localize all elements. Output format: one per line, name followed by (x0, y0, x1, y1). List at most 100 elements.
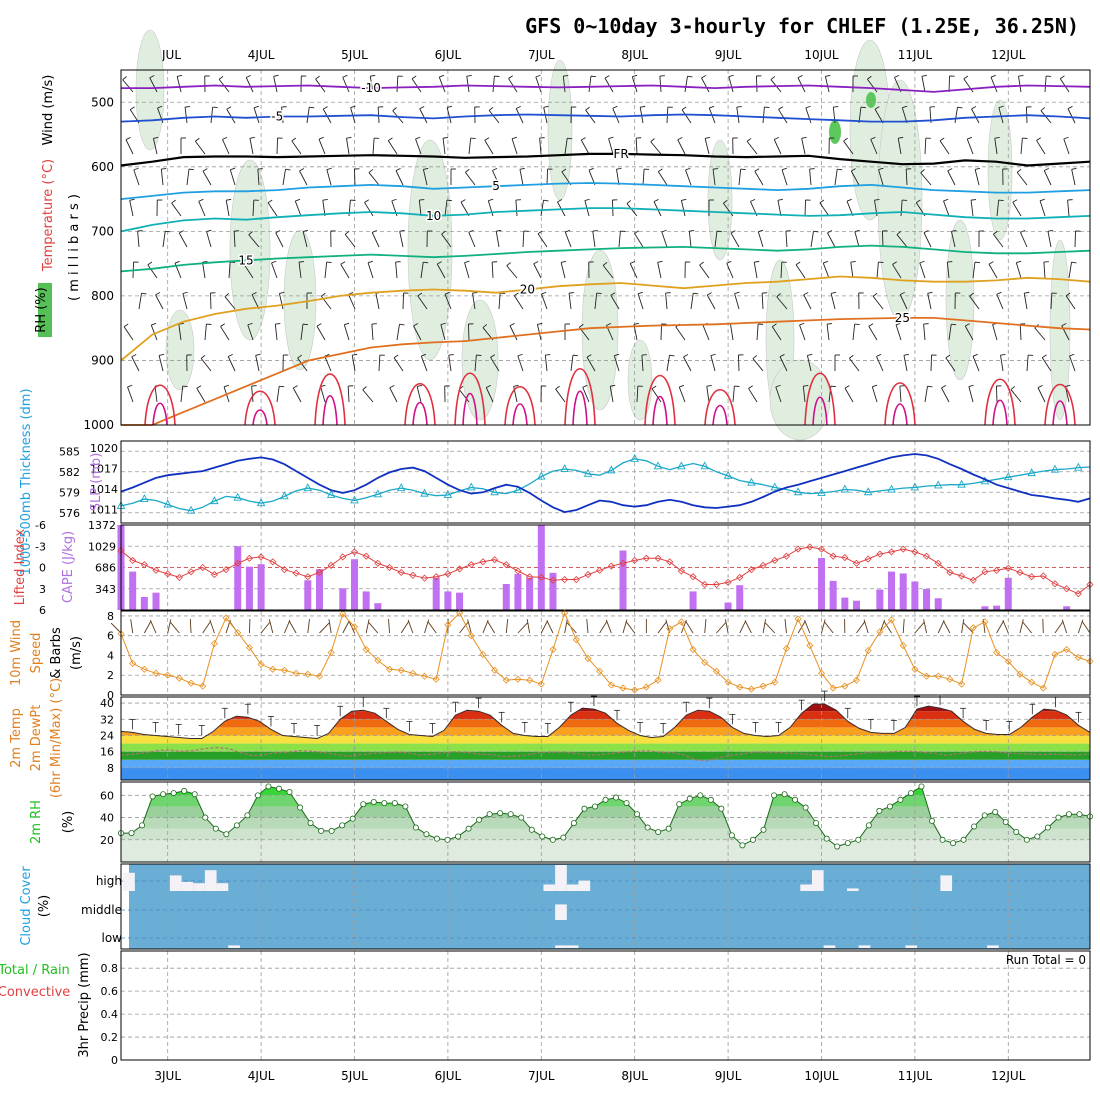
wind-barb (736, 107, 740, 124)
wind-barb-flag (196, 385, 202, 389)
wind-barb-flag (633, 322, 639, 325)
y-tick-label-right: 1029 (88, 540, 116, 553)
wind-barb (830, 293, 836, 310)
wind-barb (826, 324, 830, 341)
wind-barb (954, 107, 958, 124)
wind-barb (184, 107, 188, 124)
wind-barb (294, 200, 302, 217)
wind-barb-flag (472, 291, 478, 294)
wind-barb (396, 324, 400, 341)
wind-barb-flag (273, 74, 279, 77)
wind-barb-flag (291, 137, 297, 142)
wind-barb-flag (1039, 198, 1045, 202)
wind-barb-flag (916, 199, 921, 203)
rh-marker (297, 804, 304, 811)
wind-barb-flag (1047, 229, 1053, 232)
rh-shading (407, 139, 453, 361)
y-tick-label-left: 576 (59, 507, 80, 520)
wind-barb (127, 386, 134, 403)
wind-barb (298, 262, 302, 279)
wind-barb (411, 78, 422, 93)
lifted-index-marker (175, 573, 183, 581)
wind-barb-flag (368, 169, 374, 173)
precip-convective-label: Convective (0, 985, 70, 1000)
lifted-index-marker (759, 561, 767, 569)
wind-barb (157, 107, 164, 124)
rh-marker (844, 840, 851, 847)
cape-bar (432, 577, 440, 610)
wind-speed-marker (432, 675, 440, 683)
wind-barb (326, 169, 332, 186)
wind-barb (704, 619, 707, 634)
isotherm-line (120, 207, 1091, 233)
wind-barb-flag (998, 199, 1004, 202)
wind-barb (822, 262, 830, 279)
wind-barb (762, 107, 765, 124)
wind-barb-flag (797, 75, 803, 79)
wind-barb (442, 138, 446, 155)
wind-barb-flag (511, 136, 517, 140)
wind-barb (395, 262, 398, 279)
wind-barb-flag (634, 230, 639, 234)
wind-barb (963, 622, 974, 634)
wind-barb (657, 171, 668, 186)
panel-thickness-slp: 576 579 582 585 1011 1014 1017 1020 1000-500mb T… (19, 388, 1091, 576)
wind-barb (756, 324, 759, 341)
wind-barb-flag (295, 198, 301, 202)
lifted-index-marker (747, 566, 755, 574)
lifted-index-marker (981, 568, 989, 576)
wind-barb-flag (823, 260, 829, 264)
wind-barb-flag (561, 260, 567, 263)
wind-barb-flag (892, 261, 897, 265)
wind-barb (637, 293, 644, 310)
isotherm-35-line (512, 403, 528, 426)
wind-speed-marker (771, 678, 779, 686)
wind-barb (474, 355, 477, 372)
wind-speed-marker (514, 675, 522, 683)
wind-barb (243, 264, 254, 279)
wind-barb-flag (322, 199, 328, 201)
isotherm-label: -10 (361, 81, 381, 95)
wind-barb-flag (965, 323, 970, 327)
wind-barb-flag (795, 261, 801, 266)
date-label-top: 11JUL (898, 48, 933, 62)
wind-barb-flag (833, 106, 839, 108)
cloud-level-label: high (96, 874, 122, 888)
wind-barb-flag (470, 137, 476, 140)
wind-barb-flag (844, 385, 850, 389)
cape-bar (736, 585, 744, 610)
y-tick-label-right: 1011 (90, 503, 118, 516)
wind-barb-flag (465, 168, 470, 173)
wind-barb (324, 262, 328, 279)
cape-bar (234, 546, 242, 610)
wind-barb (1041, 357, 1052, 372)
wind-barb-flag (988, 261, 994, 265)
wind-barb-flag (488, 106, 494, 111)
panel-frame (120, 950, 1091, 1061)
wind-barb-flag (174, 260, 180, 264)
wind-barb (802, 386, 806, 403)
wind-barb-flag (683, 354, 689, 358)
wind-barb-flag (846, 198, 852, 202)
wind-barb (919, 262, 926, 279)
cape-bar (876, 589, 884, 610)
wind-barb-flag (799, 322, 805, 326)
wind-barb (186, 169, 190, 186)
wind-barb (276, 386, 280, 403)
wind-barb-flag (990, 74, 996, 78)
isotherm-35-line (712, 404, 728, 426)
wind-barb-flag (923, 230, 929, 234)
wind-barb (665, 293, 668, 310)
thickness-marker (210, 496, 219, 505)
y-tick-label: 600 (91, 160, 114, 174)
cloud-block (858, 945, 871, 948)
wind-barb (602, 265, 614, 279)
wind-speed-marker (210, 640, 218, 648)
lifted-index-marker (420, 574, 429, 582)
wind-barb-flag (519, 167, 525, 170)
wind-barb-flag (543, 199, 549, 202)
rh-band (121, 806, 1090, 818)
wind-barb (348, 294, 356, 310)
wind-barb (252, 199, 255, 217)
wind-speed-marker (479, 650, 487, 659)
